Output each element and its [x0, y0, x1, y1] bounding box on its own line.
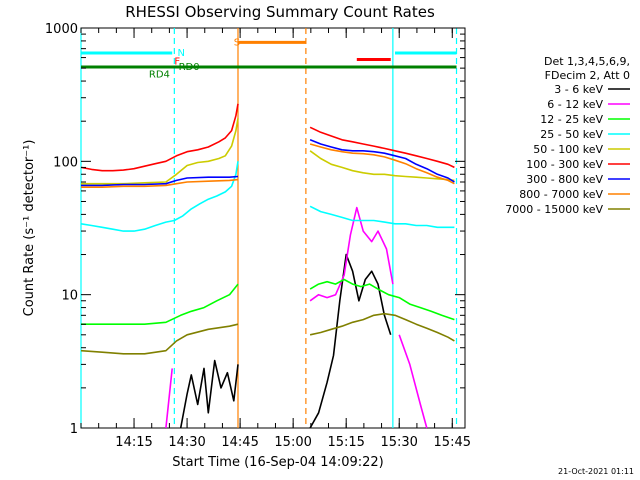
y-tick-label: 1	[70, 422, 78, 437]
series-line-5	[80, 103, 239, 172]
series-line-0	[179, 359, 239, 429]
x-tick-label: 15:15	[327, 435, 364, 450]
y-tick-label: 10	[61, 289, 78, 304]
series-line-2	[81, 283, 239, 326]
x-tick-label: 14:30	[168, 435, 205, 450]
legend-entry-label: 3 - 6 keV	[554, 83, 603, 96]
footer-date: 21-Oct-2021 01:11	[558, 467, 634, 476]
y-axis: 1 10 100 1000	[45, 22, 465, 437]
flag-annotation: RD0	[179, 62, 200, 73]
series-line-4	[309, 150, 455, 182]
legend-header: FDecim 2, Att 0	[545, 69, 630, 82]
x-tick-label: 15:00	[274, 435, 311, 450]
x-tick-label: 15:30	[380, 435, 417, 450]
series-line-1	[165, 368, 173, 429]
series-line-3	[80, 161, 239, 232]
chart-title: RHESSI Observing Summary Count Rates	[125, 3, 435, 21]
series-line-6	[309, 139, 455, 183]
legend-entry-label: 6 - 12 keV	[547, 98, 603, 111]
legend-entry-label: 300 - 800 keV	[526, 173, 603, 186]
series-line-0	[309, 253, 392, 429]
legend-entry-label: 800 - 7000 keV	[519, 188, 603, 201]
flag-annotation: N	[178, 48, 185, 59]
plot-frame	[80, 27, 466, 429]
x-tick-label: 15:45	[434, 435, 471, 450]
series-line-8	[80, 323, 239, 355]
series-line-2	[309, 278, 455, 321]
x-tick-label: 14:45	[221, 435, 258, 450]
series-line-5	[309, 126, 455, 169]
series-line-7	[81, 178, 239, 188]
x-axis-label: Start Time (16-Sep-04 14:09:22)	[172, 455, 383, 470]
legend-entry-label: 12 - 25 keV	[540, 113, 603, 126]
series-line-3	[309, 205, 455, 229]
legend: Det 1,3,4,5,6,9,FDecim 2, Att 03 - 6 keV…	[505, 55, 630, 216]
y-axis-label: Count Rate (s⁻¹ detector⁻¹)	[22, 140, 37, 317]
series-line-8	[309, 312, 455, 342]
y-tick-label: 1000	[45, 22, 78, 37]
flag-annotation: F	[174, 57, 180, 68]
legend-header: Det 1,3,4,5,6,9,	[544, 55, 630, 68]
legend-entry-label: 100 - 300 keV	[526, 158, 603, 171]
series-line-1	[398, 334, 428, 429]
flag-annotation: RD4	[149, 70, 170, 81]
flag-annotation: S	[234, 38, 240, 49]
legend-entry-label: 7000 - 15000 keV	[505, 203, 603, 216]
legend-entry-label: 50 - 100 keV	[533, 143, 603, 156]
legend-entry-label: 25 - 50 keV	[540, 128, 603, 141]
series-line-4	[81, 118, 239, 185]
y-tick-label: 100	[53, 155, 78, 170]
series-line-6	[81, 175, 239, 187]
x-tick-label: 14:15	[115, 435, 152, 450]
x-axis: 14:15 14:30 14:45 15:00 15:15 15:30 15:45	[80, 28, 471, 450]
series-line-7	[309, 143, 455, 185]
